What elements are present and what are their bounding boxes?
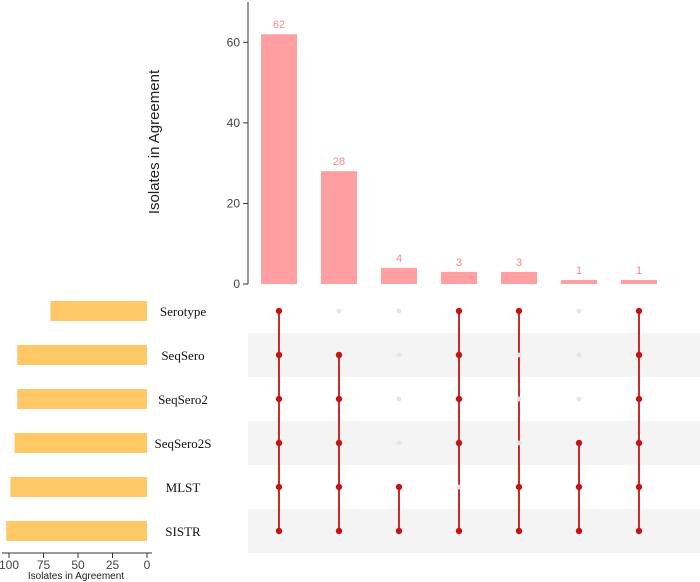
matrix-dot-inactive	[516, 352, 522, 358]
matrix-dot-active	[635, 395, 643, 403]
set-size-bar	[17, 389, 148, 409]
set-label-seqsero2s: SeqSero2S	[154, 436, 211, 451]
matrix-row-stripe	[248, 421, 700, 465]
intersection-bar-label: 4	[396, 253, 402, 265]
intersection-bar	[261, 34, 297, 284]
set-size-tick-label: 75	[37, 558, 51, 572]
y-tick-label: 40	[227, 116, 241, 130]
set-size-bar	[6, 521, 147, 541]
matrix-dot-active	[455, 439, 463, 447]
matrix-dot-inactive	[396, 308, 402, 314]
matrix-dot-active	[275, 439, 283, 447]
intersection-bar	[561, 279, 597, 284]
matrix-dot-active	[455, 395, 463, 403]
set-size-bars	[6, 301, 148, 541]
matrix-dot-active	[635, 527, 643, 535]
intersection-bar-label: 3	[516, 257, 522, 269]
matrix-dot-active	[395, 483, 403, 491]
matrix-dot-active	[275, 483, 283, 491]
set-size-bar	[14, 433, 147, 453]
set-size-tick-label: 50	[71, 558, 85, 572]
matrix-dot-inactive	[576, 352, 582, 358]
set-label-mlst: MLST	[166, 480, 201, 495]
set-size-tick-label: 100	[0, 558, 19, 572]
intersection-matrix	[275, 307, 643, 535]
set-size-tick-label: 0	[144, 558, 151, 572]
y-tick-label: 0	[233, 277, 240, 291]
matrix-dot-inactive	[396, 440, 402, 446]
matrix-dot-inactive	[396, 352, 402, 358]
set-label-seqsero2: SeqSero2	[158, 392, 208, 407]
matrix-dot-active	[635, 483, 643, 491]
matrix-row-stripe	[248, 333, 700, 377]
intersection-bar-label: 1	[636, 265, 642, 277]
matrix-dot-active	[335, 351, 343, 359]
matrix-dot-active	[455, 351, 463, 359]
set-label-serotype: Serotype	[160, 304, 206, 319]
intersection-bar	[321, 171, 357, 284]
matrix-dot-active	[275, 307, 283, 315]
matrix-dot-active	[275, 527, 283, 535]
set-labels: Serotype SeqSero SeqSero2 SeqSero2S MLST SIST…	[154, 304, 211, 539]
matrix-dot-active	[455, 307, 463, 315]
matrix-dot-inactive	[456, 484, 462, 490]
matrix-dot-active	[515, 307, 523, 315]
matrix-dot-active	[575, 439, 583, 447]
intersection-bar	[441, 271, 477, 284]
intersection-bar	[621, 279, 657, 284]
intersection-bar	[501, 271, 537, 284]
y-axis-title: Isolates in Agreement	[146, 69, 163, 214]
y-tick-label: 20	[227, 196, 241, 210]
y-tick-label: 60	[227, 35, 241, 49]
matrix-dot-active	[635, 439, 643, 447]
set-label-sistr: SISTR	[165, 524, 201, 539]
matrix-dot-active	[575, 527, 583, 535]
matrix-dot-active	[275, 395, 283, 403]
matrix-dot-active	[275, 351, 283, 359]
matrix-dot-inactive	[516, 396, 522, 402]
matrix-dot-active	[335, 483, 343, 491]
matrix-dot-active	[335, 395, 343, 403]
intersection-bar-label: 3	[456, 257, 462, 269]
matrix-dot-inactive	[516, 440, 522, 446]
matrix-dot-inactive	[576, 396, 582, 402]
set-label-seqsero: SeqSero	[161, 348, 204, 363]
matrix-dot-active	[335, 527, 343, 535]
set-size-bar	[50, 301, 147, 321]
intersection-bar-labels: 62 28 4 3 3 1 1	[273, 19, 642, 277]
matrix-dot-active	[575, 483, 583, 491]
matrix-dot-active	[515, 483, 523, 491]
set-size-axis: 100 75 50 25 0	[0, 552, 152, 572]
matrix-row-stripes	[248, 333, 700, 553]
matrix-dot-active	[635, 307, 643, 315]
matrix-dot-inactive	[396, 396, 402, 402]
set-size-bar	[10, 477, 147, 497]
matrix-dot-active	[635, 351, 643, 359]
intersection-bar-label: 28	[333, 156, 345, 168]
matrix-row-stripe	[248, 509, 700, 553]
y-axis: 0 20 40 60	[227, 2, 249, 291]
set-size-axis-title: Isolates in Agreement	[28, 571, 124, 582]
intersection-bar-label: 1	[576, 265, 582, 277]
matrix-dot-active	[515, 527, 523, 535]
matrix-dot-inactive	[336, 308, 342, 314]
matrix-dot-inactive	[576, 308, 582, 314]
matrix-dot-active	[455, 527, 463, 535]
matrix-dot-active	[335, 439, 343, 447]
matrix-dot-active	[395, 527, 403, 535]
intersection-bar	[381, 267, 417, 284]
set-size-bar	[17, 345, 148, 365]
set-size-tick-label: 25	[106, 558, 120, 572]
intersection-bar-label: 62	[273, 19, 285, 31]
intersection-bars	[261, 34, 657, 284]
